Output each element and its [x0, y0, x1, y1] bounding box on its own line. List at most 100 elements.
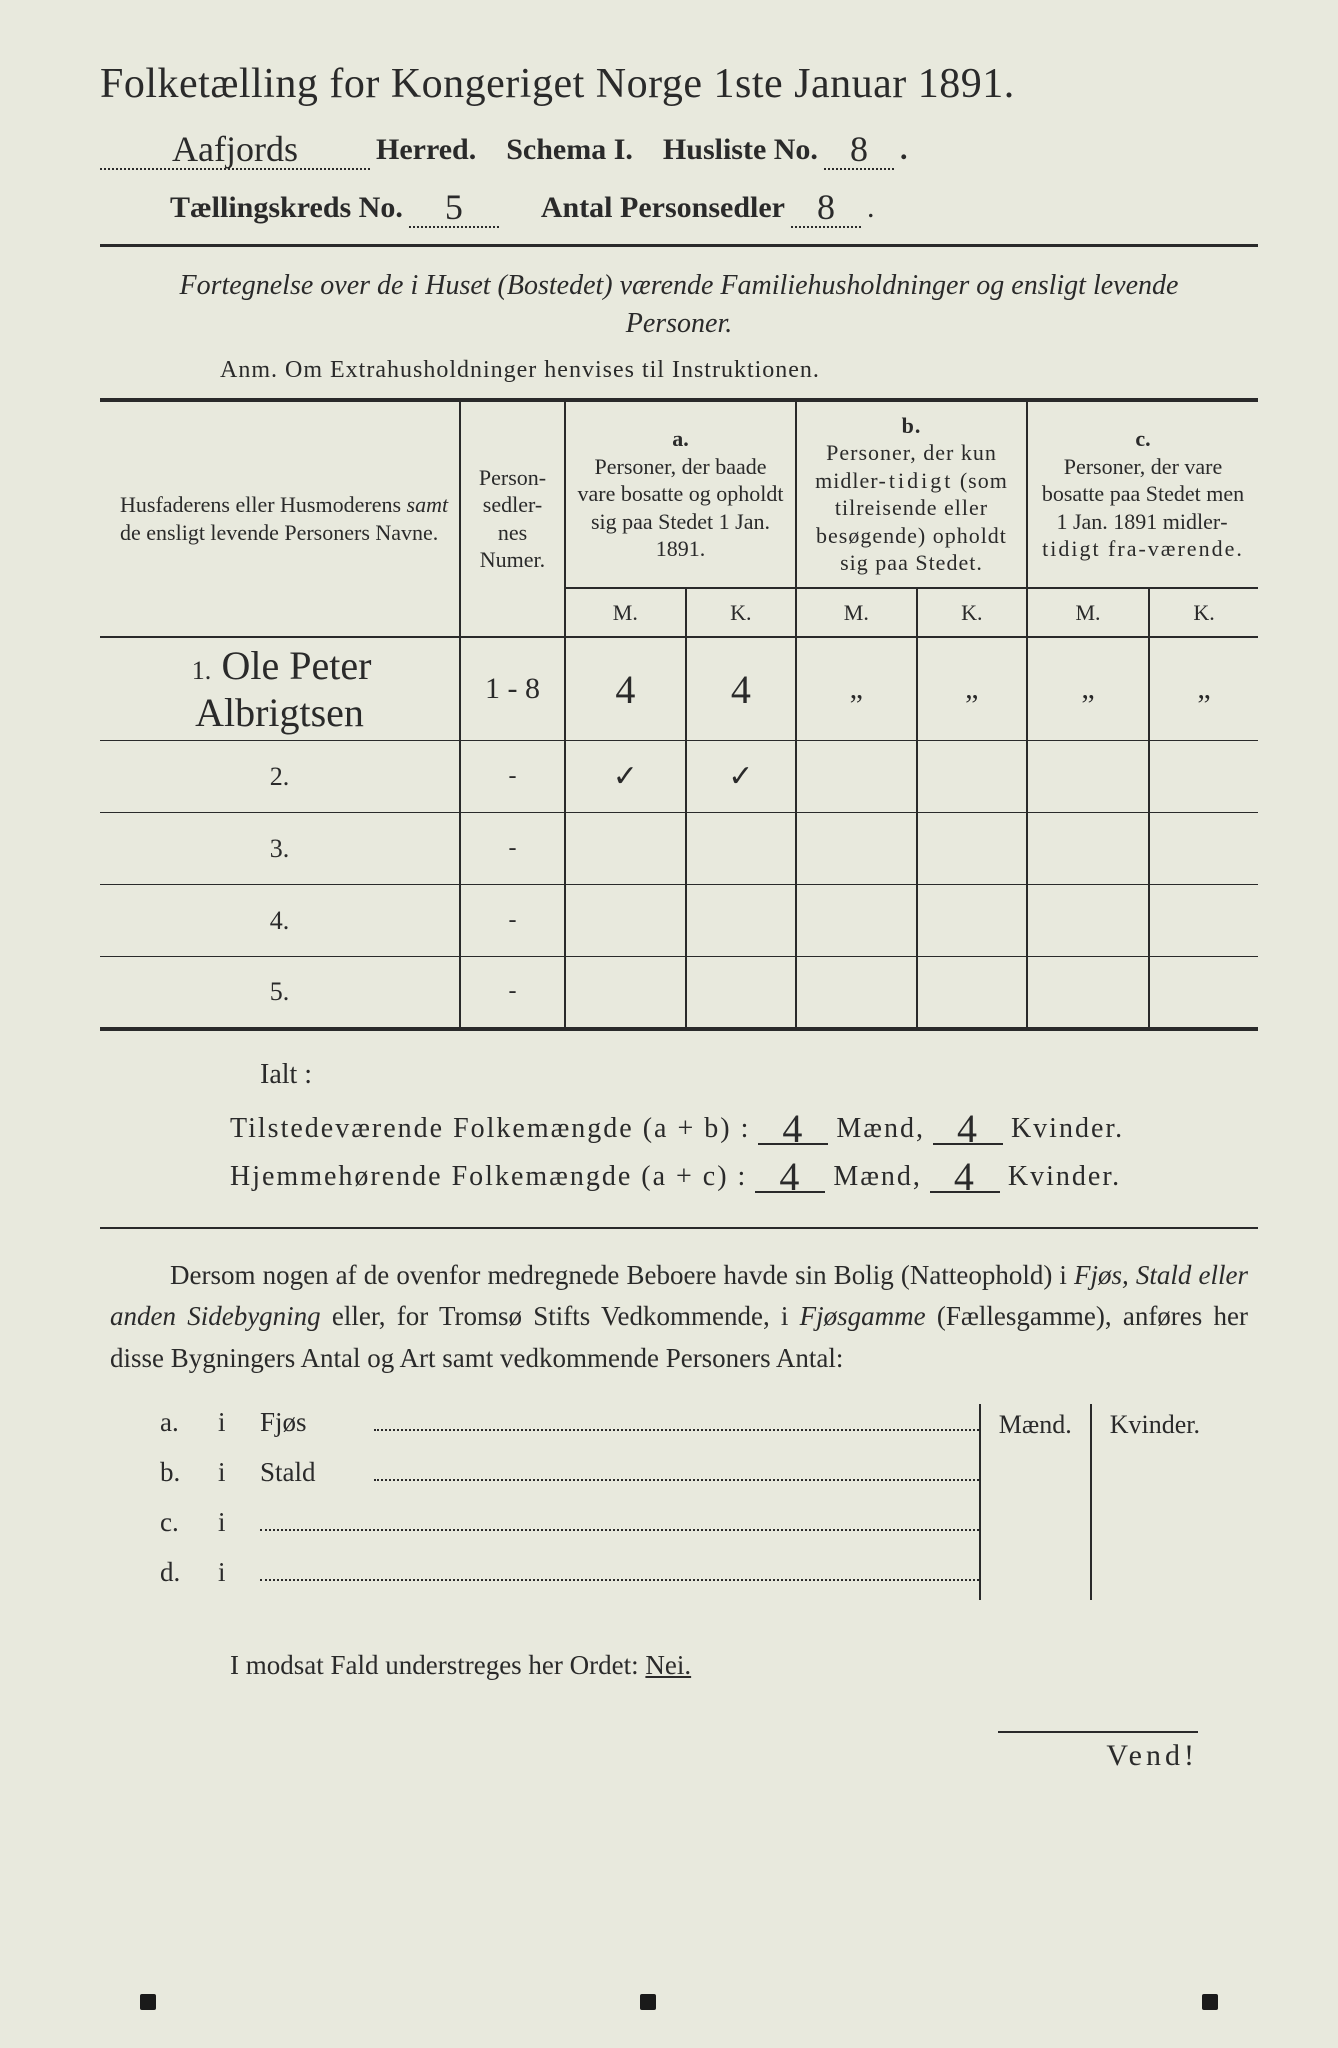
row-num: 3. [266, 834, 294, 864]
cell-ak: 4 [731, 667, 751, 712]
dersom-paragraph: Dersom nogen af de ovenfor medregnede Be… [110, 1255, 1248, 1381]
mk-columns: Mænd. Kvinder. [979, 1404, 1218, 1600]
kreds-no: 5 [445, 187, 463, 227]
cell-ak: ✓ [728, 760, 753, 793]
numer-cell: - [460, 885, 565, 957]
household-table: Husfaderens eller Husmode­rens samt de e… [100, 398, 1258, 1031]
cell-am: ✓ [613, 760, 638, 793]
divider-top [100, 244, 1258, 247]
col-a-k: K. [686, 588, 796, 638]
row-letter: a. [160, 1407, 194, 1438]
cell-cm: „ [1081, 672, 1094, 705]
punch-dot-icon [640, 1994, 656, 2010]
antal-value: 8 [817, 187, 835, 227]
list-item: c. i [160, 1504, 979, 1538]
col-b-letter: b. [805, 412, 1018, 440]
numer-cell: - [460, 957, 565, 1029]
present-m: 4 [782, 1106, 804, 1151]
row-i: i [218, 1507, 236, 1538]
list-item: a. i Fjøs [160, 1404, 979, 1438]
modsat-line: I modsat Fald understreges her Ordet: Ne… [230, 1650, 1258, 1681]
row-i: i [218, 1457, 236, 1488]
numer-cell: 1 - 8 [485, 672, 540, 705]
table-row: 5. - [100, 957, 1258, 1029]
numer-cell: - [460, 741, 565, 813]
schema-label: Schema I. [506, 133, 633, 167]
totals-block: Ialt : Tilstedeværende Folkemængde (a + … [230, 1059, 1258, 1193]
header-line-2: Tællingskreds No. 5 Antal Personsedler 8… [170, 184, 1258, 228]
col-a-letter: a. [574, 425, 787, 453]
list-item: d. i [160, 1554, 979, 1588]
anm-note: Anm. Om Extrahusholdninger henvises til … [220, 357, 1258, 384]
col-a-m: M. [565, 588, 686, 638]
dotted-line [260, 1504, 979, 1531]
nei-word: Nei. [645, 1650, 691, 1680]
dotted-line [374, 1404, 979, 1431]
row-num: 5. [266, 977, 294, 1007]
ialt-heading: Ialt : [260, 1059, 1258, 1091]
col-a-header: Personer, der baade vare bosatte og opho… [574, 453, 787, 563]
kvinder-label: Kvinder. [1011, 1113, 1124, 1145]
totals-row-resident: Hjemmehørende Folkemængde (a + c) : 4 Mæ… [230, 1155, 1258, 1193]
table-row: 4. - [100, 885, 1258, 957]
col-c-letter: c. [1036, 425, 1250, 453]
table-row: 3. - [100, 813, 1258, 885]
row-i: i [218, 1557, 236, 1588]
row-i: i [218, 1407, 236, 1438]
table-row: 2. - ✓ ✓ [100, 741, 1258, 813]
divider-mid [100, 1227, 1258, 1229]
col-numer-header: Person-sedler-nesNumer. [460, 400, 565, 638]
row-label: Stald [260, 1457, 350, 1488]
maend-label: Mænd, [833, 1161, 922, 1193]
present-label: Tilstedeværende Folkemængde (a + b) : [230, 1113, 750, 1145]
row-letter: c. [160, 1507, 194, 1538]
building-types-block: a. i Fjøs b. i Stald c. i d. i [160, 1404, 1218, 1604]
col-c-k: K. [1149, 588, 1258, 638]
cell-am: 4 [615, 667, 635, 712]
subtitle: Fortegnelse over de i Huset (Bostedet) v… [140, 267, 1218, 343]
kreds-label: Tællingskreds No. [170, 191, 403, 225]
herred-value: Aafjords [172, 129, 298, 169]
punch-dot-icon [140, 1994, 156, 2010]
main-title: Folketælling for Kongeriget Norge 1ste J… [100, 60, 1258, 108]
punch-dot-icon [1202, 1994, 1218, 2010]
row-num: 2. [266, 762, 294, 792]
col-b-m: M. [796, 588, 917, 638]
header-line-1: Aafjords Herred. Schema I. Husliste No. … [100, 126, 1258, 170]
maend-col: Mænd. [981, 1404, 1092, 1600]
row-letter: b. [160, 1457, 194, 1488]
census-form-page: Folketælling for Kongeriget Norge 1ste J… [100, 60, 1258, 1773]
row-name: Ole Peter Albrigtsen [195, 643, 371, 735]
kvinder-col: Kvinder. [1092, 1404, 1218, 1600]
col-b-header: Personer, der kun midler-tidigt (som til… [805, 439, 1018, 577]
col-c-m: M. [1027, 588, 1149, 638]
resident-m: 4 [779, 1154, 801, 1199]
row-num: 4. [266, 906, 294, 936]
row-label: Fjøs [260, 1407, 350, 1438]
kvinder-label: Kvinder. [1008, 1161, 1121, 1193]
husliste-no: 8 [850, 129, 868, 169]
present-k: 4 [957, 1106, 979, 1151]
dotted-line [260, 1554, 979, 1581]
dotted-line [374, 1454, 979, 1481]
resident-k: 4 [954, 1154, 976, 1199]
cell-bk: „ [965, 672, 978, 705]
cell-ck: „ [1197, 672, 1210, 705]
husliste-label: Husliste No. [663, 133, 818, 167]
col-names-header: Husfaderens eller Husmode­rens samt de e… [120, 492, 448, 545]
totals-row-present: Tilstedeværende Folkemængde (a + b) : 4 … [230, 1107, 1258, 1145]
vend-label: Vend! [100, 1739, 1198, 1773]
herred-label: Herred. [376, 133, 476, 167]
cell-bm: „ [850, 672, 863, 705]
row-letter: d. [160, 1557, 194, 1588]
table-row: 1. Ole Peter Albrigtsen 1 - 8 4 4 „ „ „ … [100, 637, 1258, 741]
maend-label: Mænd, [836, 1113, 925, 1145]
list-item: b. i Stald [160, 1454, 979, 1488]
antal-label: Antal Personsedler [541, 191, 785, 225]
row-num: 1. [188, 656, 216, 686]
numer-cell: - [460, 813, 565, 885]
vend-rule [998, 1731, 1198, 1733]
col-b-k: K. [917, 588, 1027, 638]
col-c-header: Personer, der vare bosatte paa Stedet me… [1036, 453, 1250, 563]
resident-label: Hjemmehørende Folkemængde (a + c) : [230, 1161, 747, 1193]
